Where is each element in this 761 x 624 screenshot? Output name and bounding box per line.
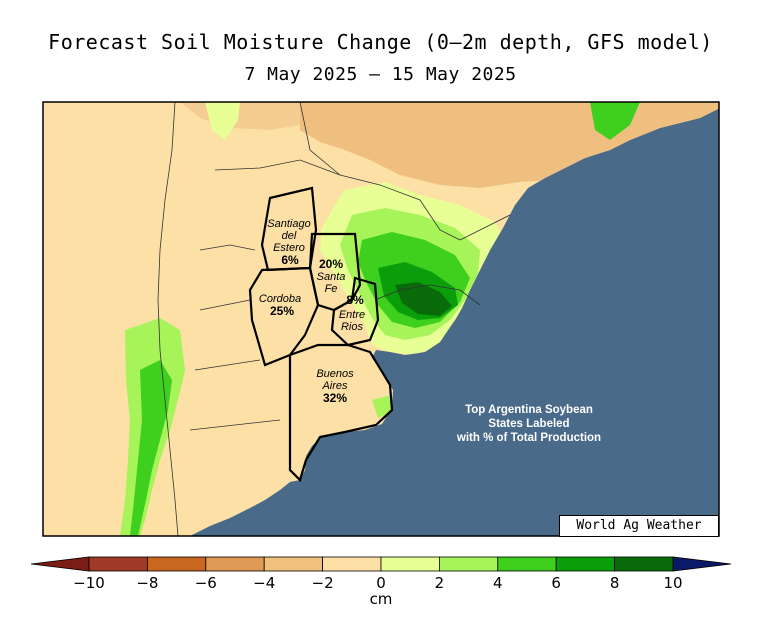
map-note: Top Argentina Soybean States Labeled wit…	[456, 404, 601, 444]
label-santa-fe: 20% Santa Fe	[317, 257, 346, 295]
border-bolivia-argentina	[214, 159, 381, 186]
province-name: Entre	[339, 309, 365, 321]
colorbar-tick-label: −2	[312, 574, 334, 592]
province-outline-buenos-aires	[288, 343, 394, 483]
label-entre-rios: 8% Entre Rios	[339, 293, 365, 333]
colorbar-segment	[614, 556, 674, 572]
province-name: del	[282, 230, 297, 242]
map-frame	[42, 101, 720, 537]
wetting-region-north	[205, 102, 240, 140]
province-pct: 32%	[323, 391, 347, 405]
border-uruguay	[374, 284, 481, 306]
province-name: Santiago	[267, 218, 310, 230]
internal-borders	[189, 244, 281, 431]
colorbar-segment	[205, 556, 265, 572]
colorbar-segment	[146, 556, 207, 572]
border-brazil	[459, 214, 511, 241]
colorbar-tick-label: −4	[253, 574, 275, 592]
colorbar-segment	[438, 556, 499, 572]
note-line: States Labeled	[488, 418, 569, 430]
label-buenos-aires: Buenos Aires 32%	[316, 368, 354, 405]
colorbar-tick-label: 4	[493, 574, 503, 592]
province-pct: 20%	[319, 257, 343, 271]
wetting-region-max	[395, 282, 452, 316]
map-subtitle: 7 May 2025 — 15 May 2025	[244, 64, 517, 85]
province-name: Fe	[325, 283, 338, 295]
note-line: with % of Total Production	[456, 432, 601, 444]
province-name: Estero	[273, 242, 305, 254]
province-name: Buenos	[316, 368, 354, 380]
colorbar: −10 −8 −6 −4 −2 0 2 4 6 8 10	[30, 556, 732, 592]
wetting-region-coast	[372, 395, 392, 418]
credit-box: World Ag Weather	[559, 515, 719, 537]
colorbar-segment	[322, 556, 382, 572]
wetting-region-northeast	[590, 102, 640, 140]
colorbar-tick-label: 0	[376, 574, 386, 592]
label-cordoba: Cordoba 25%	[259, 293, 301, 318]
colorbar-unit: cm	[370, 590, 393, 608]
colorbar-tick-label: 8	[610, 574, 620, 592]
province-pct: 8%	[346, 293, 364, 307]
province-name: Cordoba	[259, 293, 301, 305]
province-name: Aires	[321, 380, 348, 392]
colorbar-tick-label: 6	[551, 574, 561, 592]
province-pct: 6%	[281, 253, 299, 267]
colorbar-tick-label: −8	[136, 574, 158, 592]
wetting-region-andes-strong	[130, 360, 172, 536]
map-title: Forecast Soil Moisture Change (0—2m dept…	[48, 30, 713, 54]
colorbar-tick-label: −10	[73, 574, 105, 592]
colorbar-segment	[497, 556, 557, 572]
colorbar-segment	[88, 556, 148, 572]
colorbar-segment	[555, 556, 616, 572]
colorbar-tick-label: −6	[195, 574, 217, 592]
province-name: Santa	[317, 271, 346, 283]
label-santiago-del-estero: Santiago del Estero 6%	[267, 218, 310, 267]
colorbar-tick-label: 2	[435, 574, 445, 592]
colorbar-segment	[263, 556, 324, 572]
border-paraguay	[379, 184, 461, 241]
colorbar-segment	[380, 556, 440, 572]
colorbar-tick-label: 10	[663, 574, 682, 592]
note-line: Top Argentina Soybean	[465, 404, 593, 416]
province-name: Rios	[341, 321, 364, 333]
border-chile-argentina	[157, 102, 179, 536]
colorbar-high-arrow	[672, 556, 732, 572]
colorbar-low-arrow	[30, 556, 90, 572]
border-bolivia-paraguay	[299, 102, 341, 176]
province-pct: 25%	[270, 304, 294, 318]
